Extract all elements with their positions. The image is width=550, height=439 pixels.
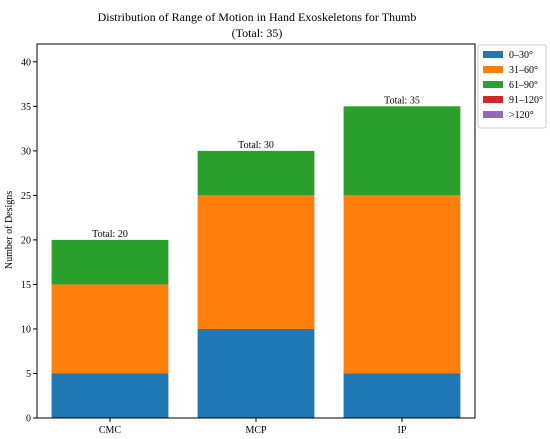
axes-group: 0 5 10 15 20 25 30 35 40 CMC MCP IP <box>21 43 476 436</box>
y-axis-label: Number of Designs <box>4 191 15 269</box>
legend-label: 0–30° <box>509 50 533 61</box>
total-label-mcp: Total: 30 <box>238 140 274 151</box>
bar-mcp-series-2 <box>197 150 315 196</box>
y-tick-label: 25 <box>21 191 31 202</box>
legend-swatch <box>483 81 503 88</box>
y-tick-label: 15 <box>21 280 31 291</box>
legend-box <box>477 44 547 129</box>
chart-title: Distribution of Range of Motion in Hand … <box>98 10 417 24</box>
bar-ip-series-1 <box>343 195 461 374</box>
bar-cmc-series-1 <box>51 284 169 374</box>
x-tick-label: IP <box>398 425 407 436</box>
legend-label: 31–60° <box>509 65 538 76</box>
total-label-ip: Total: 35 <box>384 95 420 106</box>
y-tick-label: 5 <box>26 369 31 380</box>
y-tick-label: 10 <box>21 324 31 335</box>
legend-swatch <box>483 51 503 58</box>
legend-label: >120° <box>509 110 534 121</box>
bar-cmc-series-0 <box>51 373 169 418</box>
legend-swatch <box>483 111 503 118</box>
legend-swatch <box>483 96 503 103</box>
legend: 0–30° 31–60° 61–90° 91–120° >120° <box>477 44 547 129</box>
total-label-cmc: Total: 20 <box>92 229 128 240</box>
bar-ip-series-2 <box>343 106 461 196</box>
y-tick-label: 40 <box>21 57 31 68</box>
bar-ip-series-0 <box>343 373 461 418</box>
legend-swatch <box>483 66 503 73</box>
y-tick-label: 0 <box>26 414 31 425</box>
y-tick-label: 20 <box>21 235 31 246</box>
bar-mcp-series-1 <box>197 195 315 329</box>
x-tick-label: CMC <box>99 425 122 436</box>
bar-cmc-series-2 <box>51 239 169 285</box>
x-tick-label: MCP <box>245 425 267 436</box>
chart-subtitle: (Total: 35) <box>232 26 283 40</box>
bar-mcp-series-0 <box>197 328 315 418</box>
y-tick-label: 30 <box>21 146 31 157</box>
bars-group: Total: 20 Total: 30 Total: 35 <box>51 95 461 418</box>
y-tick-label: 35 <box>21 102 31 113</box>
legend-label: 61–90° <box>509 80 538 91</box>
legend-label: 91–120° <box>509 95 543 106</box>
